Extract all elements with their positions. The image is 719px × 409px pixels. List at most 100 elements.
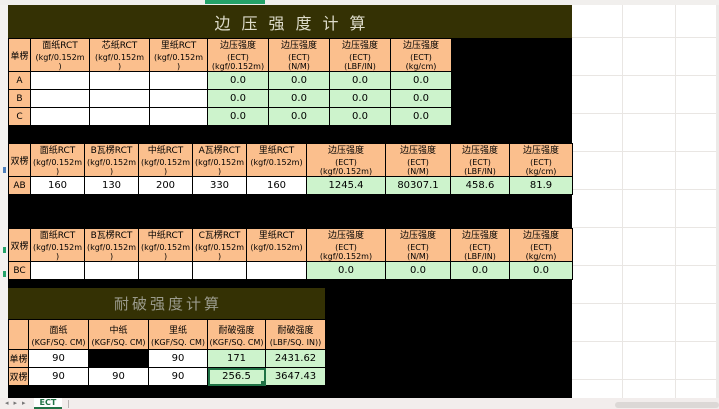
ect-title-band[interactable]: 边压强度计算 [8, 5, 572, 38]
col-header[interactable]: 里纸RCT (kgf/0.152m) [246, 228, 307, 262]
result-cell[interactable]: 0.0 [268, 89, 330, 108]
col-header[interactable]: 边压强度 (ECT) (kg/cm) [509, 143, 573, 177]
col-header[interactable]: C瓦楞RCT (kgf/0.152m) [192, 228, 247, 262]
col-header[interactable]: 边压强度 (ECT) (kgf/0.152m) [306, 143, 386, 177]
input-cell[interactable] [89, 89, 150, 108]
input-cell[interactable] [30, 107, 90, 126]
corner-cell[interactable] [8, 319, 29, 350]
row-label[interactable]: 单楞 [8, 349, 29, 368]
input-cell[interactable] [30, 261, 85, 280]
result-cell[interactable]: 0.0 [385, 261, 451, 280]
input-cell[interactable] [89, 71, 150, 90]
result-cell[interactable]: 80307.1 [385, 176, 451, 195]
col-header[interactable]: 边压强度 (ECT) (LBF/IN) [450, 228, 510, 262]
input-cell[interactable] [246, 261, 307, 280]
sheet-tab-ect[interactable]: ECT [33, 398, 63, 409]
row-group-header[interactable]: 单楞 [8, 38, 31, 72]
input-cell[interactable]: 200 [138, 176, 193, 195]
row-label[interactable]: B [8, 89, 31, 108]
input-cell[interactable] [30, 71, 90, 90]
input-cell[interactable]: 90 [148, 367, 208, 386]
result-cell[interactable]: 3647.43 [265, 367, 326, 386]
input-cell[interactable]: 160 [30, 176, 85, 195]
col-header[interactable]: 边压强度 (ECT) (kgf/0.152m) [207, 38, 269, 72]
result-cell[interactable]: 2431.62 [265, 349, 326, 368]
result-cell[interactable]: 0.0 [390, 107, 452, 126]
col-header[interactable]: 面纸 (KGF/SQ. CM) [28, 319, 89, 350]
last-sheet-icon[interactable]: ▸ [22, 399, 26, 407]
result-cell[interactable]: 0.0 [509, 261, 573, 280]
col-header[interactable]: 里纸 (KGF/SQ. CM) [148, 319, 208, 350]
burst-title-band[interactable]: 耐破强度计算 [8, 288, 325, 319]
row-label[interactable]: C [8, 107, 31, 126]
result-cell[interactable]: 0.0 [268, 71, 330, 90]
result-cell[interactable]: 0.0 [329, 71, 391, 90]
col-header[interactable]: 面纸RCT (kgf/0.152m) [30, 228, 85, 262]
result-cell[interactable]: 0.0 [207, 89, 269, 108]
empty-cells-grid[interactable] [572, 5, 719, 403]
input-cell[interactable] [89, 107, 150, 126]
input-cell[interactable] [30, 89, 90, 108]
col-header[interactable]: 边压强度 (ECT) (kg/cm) [390, 38, 452, 72]
col-header[interactable]: 中纸RCT (kgf/0.152m) [138, 143, 193, 177]
input-cell[interactable]: 90 [148, 349, 208, 368]
next-sheet-icon[interactable]: ▸ [13, 399, 18, 407]
input-cell[interactable]: 130 [84, 176, 139, 195]
col-header[interactable]: 耐破强度 (KGF/SQ. CM) [207, 319, 266, 350]
result-cell[interactable]: 81.9 [509, 176, 573, 195]
col-header[interactable]: 面纸RCT (kgf/0.152m) [30, 38, 90, 72]
col-header[interactable]: B瓦楞RCT (kgf/0.152m) [84, 143, 139, 177]
result-cell[interactable]: 0.0 [268, 107, 330, 126]
col-header[interactable]: 边压强度 (ECT) (LBF/IN) [450, 143, 510, 177]
col-header[interactable]: 面纸RCT (kgf/0.152m) [30, 143, 85, 177]
input-cell[interactable] [149, 71, 208, 90]
result-cell[interactable]: 0.0 [207, 71, 269, 90]
prev-sheet-icon[interactable]: ◂ [5, 399, 9, 407]
col-header[interactable]: 中纸RCT (kgf/0.152m) [138, 228, 193, 262]
vertical-scrollbar[interactable] [716, 5, 719, 403]
result-cell[interactable]: 0.0 [329, 89, 391, 108]
black-cell[interactable] [88, 349, 149, 368]
col-header[interactable]: 里纸RCT (kgf/0.152m) [246, 143, 307, 177]
result-cell[interactable]: 0.0 [306, 261, 386, 280]
col-header[interactable]: B瓦楞RCT (kgf/0.152m) [84, 228, 139, 262]
col-header[interactable]: 边压强度 (ECT) (N/M) [268, 38, 330, 72]
input-cell[interactable] [149, 89, 208, 108]
result-cell[interactable]: 0.0 [329, 107, 391, 126]
row-label[interactable]: BC [8, 261, 31, 280]
col-header[interactable]: 边压强度 (ECT) (LBF/IN) [329, 38, 391, 72]
result-cell[interactable]: 0.0 [450, 261, 510, 280]
selected-result-cell[interactable]: 256.5 [207, 367, 266, 386]
col-header[interactable]: 中纸 (KGF/SQ. CM) [88, 319, 149, 350]
col-header[interactable]: 边压强度 (ECT) (kg/cm) [509, 228, 573, 262]
row-label[interactable]: AB [8, 176, 31, 195]
input-cell[interactable]: 90 [28, 367, 89, 386]
result-cell[interactable]: 458.6 [450, 176, 510, 195]
row-group-header[interactable]: 双楞 [8, 143, 31, 177]
result-cell[interactable]: 171 [207, 349, 266, 368]
row-label[interactable]: 双楞 [8, 367, 29, 386]
result-cell[interactable]: 0.0 [390, 71, 452, 90]
input-cell[interactable]: 160 [246, 176, 307, 195]
col-header[interactable]: 芯纸RCT (kgf/0.152m) [89, 38, 150, 72]
input-cell[interactable] [149, 107, 208, 126]
input-cell[interactable] [138, 261, 193, 280]
horizontal-scrollbar[interactable] [615, 402, 719, 408]
result-cell[interactable]: 1245.4 [306, 176, 386, 195]
col-header[interactable]: 边压强度 (ECT) (N/M) [385, 143, 451, 177]
col-header[interactable]: 边压强度 (ECT) (kgf/0.152m) [306, 228, 386, 262]
col-header[interactable]: 边压强度 (ECT) (N/M) [385, 228, 451, 262]
row-label[interactable]: A [8, 71, 31, 90]
left-edge-mark [3, 167, 6, 173]
col-header[interactable]: A瓦楞RCT (kgf/0.152m) [192, 143, 247, 177]
result-cell[interactable]: 0.0 [390, 89, 452, 108]
input-cell[interactable]: 90 [88, 367, 149, 386]
input-cell[interactable] [192, 261, 247, 280]
input-cell[interactable] [84, 261, 139, 280]
col-header[interactable]: 里纸RCT (kgf/0.152m) [149, 38, 208, 72]
result-cell[interactable]: 0.0 [207, 107, 269, 126]
col-header[interactable]: 耐破强度 (LBF/SQ. IN)) [265, 319, 326, 350]
row-group-header[interactable]: 双楞 [8, 228, 31, 262]
input-cell[interactable]: 90 [28, 349, 89, 368]
input-cell[interactable]: 330 [192, 176, 247, 195]
